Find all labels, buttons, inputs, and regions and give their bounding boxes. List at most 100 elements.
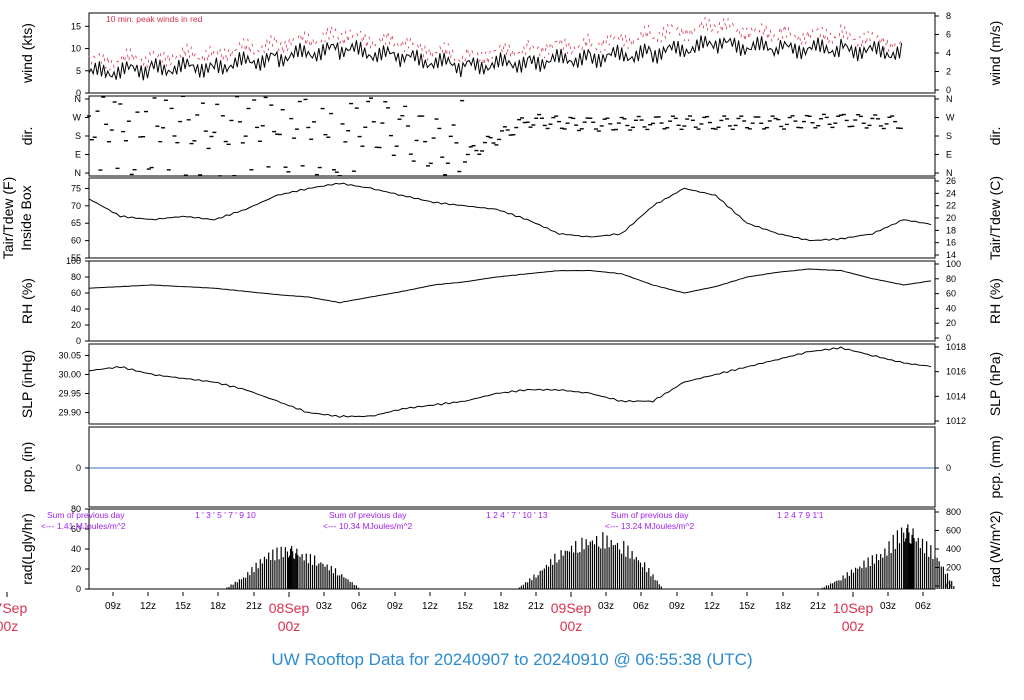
panel-frame xyxy=(88,95,936,177)
panel-0: 0 5 10 15 0 2 4 6 8 wind (kts) wind (m/s) 10 min. p… xyxy=(19,11,1003,98)
left-tick-label: N xyxy=(75,94,82,104)
right-tick-label: 24 xyxy=(946,188,956,198)
daily-sum-note: Sum of previous day xyxy=(47,510,125,520)
day-label: 08Sep xyxy=(269,600,310,616)
right-tick-label: 60 xyxy=(946,289,956,299)
daily-sum-value: <--- 10.34 MJoules/m^2 xyxy=(323,521,413,531)
hour-label: 15z xyxy=(175,601,191,612)
hour-label: 18z xyxy=(775,601,791,612)
left-axis-label: RH (%) xyxy=(19,278,35,324)
left-tick-label: E xyxy=(75,150,81,160)
right-tick-label: 200 xyxy=(946,563,961,573)
left-tick-label: 75 xyxy=(71,183,81,193)
day-sublabel: 00z xyxy=(560,618,583,634)
hour-label: 18z xyxy=(210,601,226,612)
hour-label: 03z xyxy=(880,601,896,612)
left-tick-label: 60 xyxy=(71,288,81,298)
hour-label: 06z xyxy=(351,601,367,612)
panel-frame xyxy=(88,177,936,259)
right-tick-label: 6 xyxy=(946,30,951,40)
left-tick-label: 100 xyxy=(66,256,81,266)
right-tick-label: 100 xyxy=(946,259,961,269)
left-tick-label: 0 xyxy=(76,336,81,346)
left-tick-label: 20 xyxy=(71,320,81,330)
hour-label: 03z xyxy=(316,601,332,612)
right-axis-label: Tair/Tdew (C) xyxy=(987,176,1003,260)
cloud-marks: 1 ' 3 ' 5 ' 7 ' 9 10 xyxy=(195,510,256,520)
right-axis-label: pcp. (mm) xyxy=(987,436,1003,499)
cloud-marks: 1 2 4 7 9 1'1 xyxy=(777,510,824,520)
hour-label: 12z xyxy=(140,601,156,612)
day-sublabel: 00z xyxy=(278,618,301,634)
series-line xyxy=(88,268,932,304)
day-label: 07Sep xyxy=(0,600,27,616)
left-axis-label: SLP (inHg) xyxy=(19,350,35,418)
hour-label: 15z xyxy=(739,601,755,612)
peak-wind-dashes xyxy=(88,16,902,71)
right-axis-label: wind (m/s) xyxy=(987,21,1003,87)
left-tick-label: 20 xyxy=(71,564,81,574)
series-line xyxy=(88,346,932,418)
panel-frame xyxy=(88,260,936,342)
right-tick-label: 0 xyxy=(946,333,951,343)
day-sublabel: 00z xyxy=(0,618,18,634)
left-tick-label: 70 xyxy=(71,201,81,211)
right-tick-label: 0 xyxy=(946,85,951,95)
right-tick-label: 0 xyxy=(946,581,951,591)
right-tick-label: 1018 xyxy=(946,342,966,352)
left-tick-label: 40 xyxy=(71,304,81,314)
right-tick-label: 20 xyxy=(946,213,956,223)
hour-label: 09z xyxy=(387,601,403,612)
hour-label: 09z xyxy=(105,601,121,612)
right-tick-label: 4 xyxy=(946,48,951,58)
right-tick-label: 600 xyxy=(946,526,961,536)
right-tick-label: 1014 xyxy=(946,391,966,401)
right-tick-label: 14 xyxy=(946,250,956,260)
right-tick-label: 26 xyxy=(946,176,956,186)
time-axis: 09z 12z 15z 18z 21z 03z 06z 09z 12z 15z 18z 21z 03z 0… xyxy=(0,592,931,634)
left-axis-label: rad(Lgly/hr) xyxy=(19,513,35,585)
left-tick-label: 29.90 xyxy=(58,408,81,418)
right-tick-label: 80 xyxy=(946,274,956,284)
hour-label: 06z xyxy=(633,601,649,612)
right-tick-label: W xyxy=(946,113,955,123)
daily-sum-note: Sum of previous day xyxy=(611,510,689,520)
right-tick-label: 2 xyxy=(946,67,951,77)
left-axis-label-2: Inside Box xyxy=(18,185,34,250)
hour-label: 21z xyxy=(528,601,544,612)
right-tick-label: 0 xyxy=(946,463,951,473)
cloud-marks: 1 2 4 ' 7 ' 10 ' 13 xyxy=(486,510,548,520)
right-tick-label: 1012 xyxy=(946,416,966,426)
left-tick-label: 10 xyxy=(71,44,81,54)
panel-frame xyxy=(88,508,936,590)
peak-wind-note: 10 min. peak winds in red xyxy=(106,14,203,24)
panel-2: 55 60 65 70 75 14 16 18 20 22 24 26 Tair/Tdew (F) Ins… xyxy=(0,176,1003,263)
right-tick-label: 800 xyxy=(946,507,961,517)
hour-label: 09z xyxy=(669,601,685,612)
left-axis-label: pcp. (in) xyxy=(19,442,35,493)
left-tick-label: 15 xyxy=(71,21,81,31)
hour-label: 12z xyxy=(704,601,720,612)
left-tick-label: 60 xyxy=(71,236,81,246)
left-tick-label: 55 xyxy=(71,253,81,263)
left-tick-label: S xyxy=(75,131,81,141)
right-axis-label: SLP (hPa) xyxy=(987,352,1003,416)
left-tick-label: N xyxy=(75,168,82,178)
right-tick-label: 20 xyxy=(946,318,956,328)
right-tick-label: 40 xyxy=(946,303,956,313)
left-tick-label: 0 xyxy=(76,463,81,473)
panel-5: 0 0 pcp. (in) pcp. (mm) xyxy=(19,426,1003,508)
daily-sum-note: Sum of previous day xyxy=(329,510,407,520)
left-tick-label: 0 xyxy=(76,88,81,98)
hour-label: 12z xyxy=(422,601,438,612)
left-tick-label: 30.05 xyxy=(58,350,81,360)
left-tick-label: 40 xyxy=(71,544,81,554)
series-line xyxy=(88,182,932,242)
right-tick-label: 400 xyxy=(946,544,961,554)
left-tick-label: 80 xyxy=(71,272,81,282)
hour-label: 18z xyxy=(493,601,509,612)
right-tick-label: S xyxy=(946,131,952,141)
